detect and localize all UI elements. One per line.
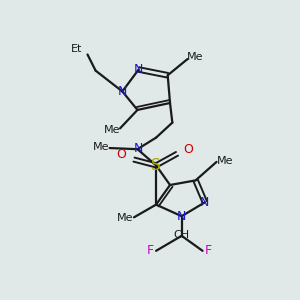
- Text: N: N: [134, 63, 143, 76]
- Text: O: O: [184, 143, 194, 156]
- Text: S: S: [151, 158, 161, 173]
- Text: Me: Me: [104, 124, 120, 135]
- Text: Me: Me: [92, 142, 109, 152]
- Text: Et: Et: [71, 44, 83, 54]
- Text: N: N: [177, 210, 186, 223]
- Text: Me: Me: [117, 214, 134, 224]
- Text: CH: CH: [174, 230, 190, 240]
- Text: Me: Me: [187, 52, 203, 62]
- Text: N: N: [118, 85, 127, 98]
- Text: N: N: [134, 142, 143, 154]
- Text: Me: Me: [217, 156, 234, 166]
- Text: N: N: [200, 196, 210, 209]
- Text: F: F: [147, 244, 154, 257]
- Text: O: O: [116, 148, 126, 161]
- Text: F: F: [205, 244, 212, 257]
